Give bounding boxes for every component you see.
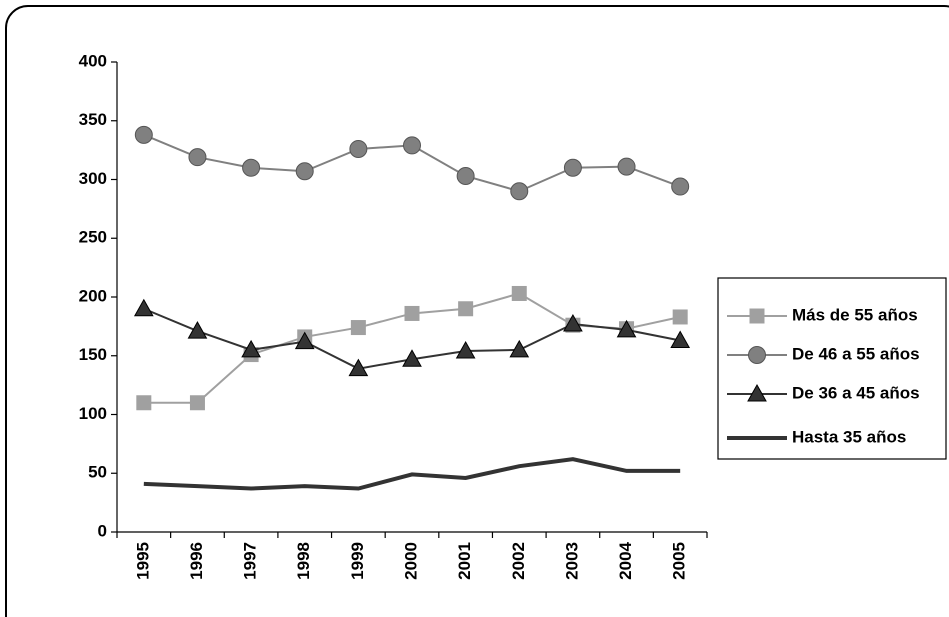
- marker-circle: [510, 182, 529, 201]
- marker-triangle: [509, 339, 530, 358]
- marker-square: [404, 305, 420, 321]
- x-tick-label: 1996: [187, 542, 206, 580]
- y-tick-label: 50: [88, 463, 107, 482]
- marker-square: [189, 395, 205, 411]
- marker-square: [458, 301, 474, 317]
- legend-label: De 46 a 55 años: [792, 344, 920, 363]
- marker-triangle: [616, 319, 637, 338]
- x-tick-label: 1997: [241, 542, 260, 580]
- x-tick-label: 2001: [455, 542, 474, 580]
- legend-box: [717, 277, 947, 460]
- marker-circle: [349, 139, 368, 158]
- x-tick-label: 1999: [348, 542, 367, 580]
- marker-triangle: [294, 331, 315, 350]
- marker-square: [136, 395, 152, 411]
- marker-square: [749, 308, 765, 324]
- marker-circle: [295, 162, 314, 181]
- y-tick-label: 250: [79, 228, 107, 247]
- legend-label: Hasta 35 años: [792, 427, 906, 446]
- marker-circle: [188, 148, 207, 167]
- marker-circle: [563, 158, 582, 177]
- marker-circle: [748, 346, 766, 364]
- y-tick-label: 300: [79, 169, 107, 188]
- x-tick-label: 1998: [294, 542, 313, 580]
- y-tick-label: 150: [79, 345, 107, 364]
- marker-square: [672, 309, 688, 325]
- marker-square: [511, 285, 527, 301]
- marker-circle: [456, 166, 475, 185]
- y-tick-label: 0: [98, 521, 107, 540]
- marker-triangle: [187, 321, 208, 339]
- x-tick-label: 2000: [401, 542, 420, 580]
- marker-square: [350, 320, 366, 336]
- x-tick-label: 2005: [670, 542, 689, 580]
- series-line: [143, 457, 681, 491]
- marker-triangle: [241, 339, 261, 358]
- marker-circle: [134, 125, 153, 144]
- marker-circle: [617, 157, 636, 176]
- legend-label: Más de 55 años: [792, 305, 918, 324]
- marker-circle: [242, 158, 261, 177]
- y-tick-label: 200: [79, 286, 107, 305]
- y-tick-label: 400: [79, 51, 107, 70]
- marker-triangle: [402, 349, 422, 367]
- marker-triangle: [747, 383, 767, 402]
- y-tick-label: 350: [79, 110, 107, 129]
- x-tick-label: 2003: [562, 542, 581, 580]
- chart-frame: [5, 5, 949, 617]
- marker-triangle: [133, 298, 154, 317]
- x-tick-label: 1995: [133, 542, 152, 580]
- marker-triangle: [348, 358, 369, 377]
- marker-triangle: [455, 341, 476, 359]
- x-tick-label: 2004: [616, 541, 635, 579]
- marker-triangle: [563, 314, 583, 332]
- legend-label: De 36 a 45 años: [792, 383, 920, 402]
- y-tick-label: 100: [79, 404, 107, 423]
- marker-triangle: [670, 330, 691, 348]
- marker-circle: [671, 177, 690, 196]
- x-tick-label: 2002: [509, 542, 528, 580]
- marker-circle: [403, 136, 421, 155]
